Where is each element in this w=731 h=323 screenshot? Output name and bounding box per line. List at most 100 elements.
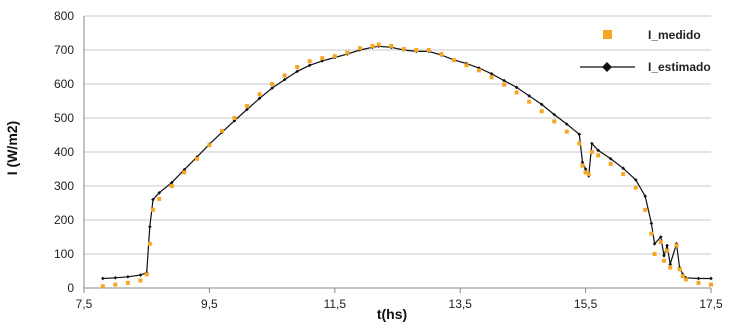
data-point-i-medido <box>307 59 312 64</box>
data-point-i-medido <box>169 184 174 188</box>
data-point-i-medido <box>194 156 199 161</box>
data-point-i-medido <box>608 161 613 166</box>
data-point-i-medido <box>245 104 250 109</box>
data-point-i-estimado <box>245 107 249 112</box>
data-point-i-estimado <box>169 180 174 185</box>
data-point-i-estimado <box>113 276 118 280</box>
data-point-i-estimado <box>580 160 585 164</box>
data-point-i-medido <box>270 82 275 86</box>
data-point-i-medido <box>219 128 224 133</box>
data-point-i-estimado <box>307 63 312 68</box>
data-point-i-medido <box>150 207 155 212</box>
data-point-i-medido <box>586 172 591 177</box>
data-point-i-medido <box>621 172 626 177</box>
data-point-i-estimado <box>552 112 557 117</box>
data-point-i-estimado <box>577 132 582 137</box>
data-point-i-medido <box>709 282 713 287</box>
data-point-i-medido <box>157 196 162 201</box>
series-i-estimado <box>101 44 713 281</box>
legend: I_medido I_estimado <box>580 28 711 74</box>
legend-swatch-i-medido <box>603 30 612 39</box>
data-point-i-estimado <box>138 273 143 277</box>
data-point-i-medido <box>489 75 494 80</box>
data-point-i-medido <box>683 277 688 282</box>
data-point-i-medido <box>113 282 118 287</box>
data-point-i-medido <box>564 129 569 134</box>
data-point-i-medido <box>661 258 666 263</box>
data-point-i-estimado <box>539 102 544 107</box>
data-point-i-estimado <box>652 242 657 246</box>
data-point-i-estimado <box>489 72 494 76</box>
data-point-i-medido <box>674 243 679 248</box>
data-point-i-medido <box>357 46 362 51</box>
x-tick-label: 11,5 <box>324 297 347 311</box>
data-point-i-estimado <box>709 276 713 281</box>
data-point-i-estimado <box>665 243 669 248</box>
data-point-i-medido <box>389 43 394 48</box>
data-point-i-medido <box>257 92 262 97</box>
data-point-i-estimado <box>232 118 237 123</box>
axes <box>83 16 712 293</box>
data-point-i-estimado <box>295 69 299 74</box>
data-point-i-medido <box>332 54 337 59</box>
data-point-i-medido <box>232 116 237 120</box>
y-tick-label: 100 <box>54 247 74 261</box>
data-point-i-medido <box>144 272 149 277</box>
data-point-i-medido <box>668 265 673 270</box>
data-point-i-medido <box>658 240 663 245</box>
y-tick-label: 300 <box>54 179 74 193</box>
data-point-i-estimado <box>621 166 626 171</box>
data-point-i-medido <box>583 170 588 175</box>
data-point-i-medido <box>677 267 682 272</box>
data-point-i-estimado <box>270 86 274 90</box>
data-point-i-estimado <box>662 253 666 258</box>
legend-label-i-estimado: I_estimado <box>648 60 711 74</box>
data-point-i-medido <box>320 56 325 61</box>
data-point-i-estimado <box>126 274 130 279</box>
data-point-i-estimado <box>148 225 152 229</box>
data-point-i-estimado <box>514 85 519 90</box>
data-point-i-estimado <box>527 94 531 98</box>
data-point-i-estimado <box>182 167 187 172</box>
data-point-i-medido <box>100 284 105 289</box>
data-point-i-medido <box>539 109 544 114</box>
series-line-i-estimado <box>102 45 711 280</box>
data-point-i-medido <box>207 143 212 148</box>
data-point-i-medido <box>552 119 557 124</box>
data-point-i-medido <box>138 278 143 283</box>
data-point-i-estimado <box>157 191 162 195</box>
data-point-i-estimado <box>596 148 600 153</box>
data-point-i-medido <box>643 207 648 212</box>
data-point-i-medido <box>580 163 585 168</box>
y-tick-label: 600 <box>54 77 74 91</box>
data-point-i-estimado <box>633 178 638 182</box>
data-point-i-medido <box>649 231 654 236</box>
data-point-i-estimado <box>649 221 654 226</box>
data-point-i-estimado <box>590 141 594 146</box>
y-tick-label: 700 <box>54 43 74 57</box>
data-point-i-medido <box>401 46 406 51</box>
data-point-i-medido <box>414 48 419 52</box>
x-tick-label: 9,5 <box>201 297 218 311</box>
data-point-i-medido <box>665 248 670 253</box>
series-i-medido <box>100 42 713 289</box>
data-point-i-estimado <box>101 276 105 281</box>
x-axis-title: t(hs) <box>377 306 407 322</box>
data-point-i-medido <box>147 241 152 246</box>
data-point-i-estimado <box>257 96 262 101</box>
data-point-i-estimado <box>583 167 588 171</box>
data-point-i-medido <box>345 50 350 55</box>
data-point-i-estimado <box>696 276 701 281</box>
data-point-i-medido <box>527 99 532 104</box>
y-tick-label: 400 <box>54 145 74 159</box>
data-point-i-medido <box>652 252 657 256</box>
y-tick-label: 200 <box>54 213 74 227</box>
data-point-i-medido <box>514 90 519 95</box>
data-point-i-estimado <box>502 78 506 83</box>
data-point-i-estimado <box>643 194 647 198</box>
legend-marker-i-estimado <box>602 62 612 72</box>
gridlines <box>84 15 711 255</box>
data-point-i-estimado <box>564 122 569 126</box>
x-tick-label: 15,5 <box>574 297 598 311</box>
